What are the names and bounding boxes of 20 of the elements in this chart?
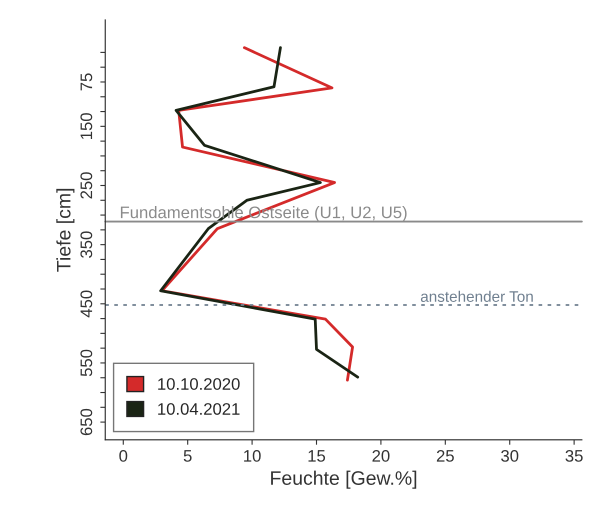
x-tick-label: 0 <box>119 450 128 462</box>
x-tick-label: 30 <box>501 450 518 462</box>
legend-label: 10.10.2020 <box>158 378 240 390</box>
y-tick-label: 450 <box>80 290 92 318</box>
x-tick-label: 10 <box>244 450 261 462</box>
x-tick-label: 35 <box>565 450 583 462</box>
y-tick-label: 350 <box>80 231 92 258</box>
x-tick-label: 20 <box>372 450 390 462</box>
y-tick-label: 150 <box>80 113 92 139</box>
x-tick-label: 5 <box>184 450 192 462</box>
y-tick-label: 250 <box>80 172 92 199</box>
legend-label: 10.04.2021 <box>158 403 240 415</box>
y-tick-label: 550 <box>80 350 92 376</box>
x-axis-title: Feuchte [Gew.%] <box>271 470 416 489</box>
y-axis-title: Tiefe [cm] <box>56 188 74 272</box>
x-tick-label: 15 <box>308 450 326 462</box>
ref-line-label: anstehender Ton <box>420 290 533 302</box>
y-tick-label: 650 <box>80 408 92 436</box>
x-tick-label: 25 <box>436 450 454 462</box>
y-tick-label: 75 <box>80 73 92 90</box>
